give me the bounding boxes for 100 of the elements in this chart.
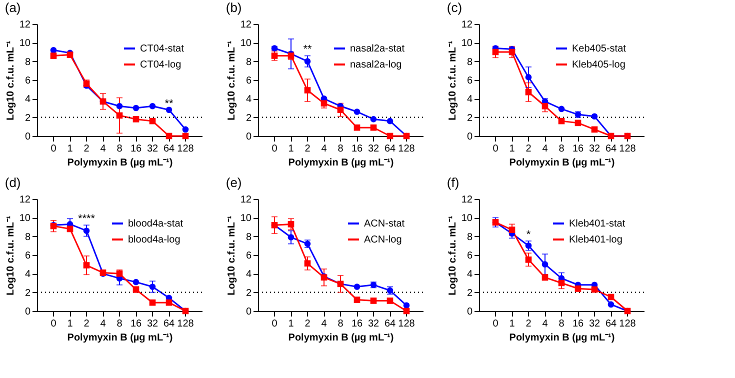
y-tick-label: 4	[24, 94, 31, 106]
y-tick-label: 6	[24, 250, 31, 262]
x-tick-label: 8	[116, 318, 123, 330]
y-tick-label: 10	[240, 213, 252, 224]
x-tick-label: 8	[116, 144, 123, 154]
chart-title: (f)	[446, 175, 460, 190]
y-tick-label: 4	[466, 94, 473, 106]
x-tick-label: 128	[619, 144, 636, 154]
x-tick-label: 128	[398, 318, 416, 330]
x-tick-label: 128	[398, 144, 416, 154]
x-tick-label: 2	[84, 144, 90, 154]
y-tick-label: 0	[246, 132, 252, 142]
x-axis-title: Polymyxin B (µg mL⁻¹)	[509, 332, 615, 344]
y-tick-label: 6	[246, 250, 252, 262]
x-tick-label: 64	[605, 144, 617, 154]
x-tick-label: 32	[368, 318, 380, 330]
x-tick-label: 2	[84, 318, 90, 330]
y-tick-label: 4	[246, 269, 252, 280]
y-tick-label: 4	[24, 269, 31, 280]
y-tick-label: 12	[19, 194, 31, 206]
y-tick-label: 8	[246, 56, 252, 68]
x-tick-label: 2	[304, 318, 311, 330]
chart-title: (c)	[446, 0, 462, 15]
y-tick-label: 10	[240, 38, 252, 50]
x-tick-label: 64	[384, 318, 396, 330]
x-tick-label: 64	[163, 144, 175, 154]
x-tick-label: 4	[100, 318, 106, 330]
x-tick-label: 8	[338, 144, 344, 154]
x-tick-label: 16	[130, 318, 142, 330]
x-tick-label: 64	[384, 144, 396, 154]
y-tick-label: 0	[246, 306, 252, 318]
legend-label: CT04-stat	[140, 44, 184, 54]
chart-title: (a)	[4, 0, 21, 15]
x-tick-label: 4	[542, 318, 548, 330]
x-tick-label: 1	[509, 318, 516, 330]
y-tick-label: 6	[466, 250, 473, 262]
y-tick-label: 10	[461, 38, 473, 50]
y-tick-label: 0	[466, 132, 473, 142]
y-tick-label: 8	[24, 56, 31, 68]
y-axis-title: Log10 c.f.u. mL⁻¹	[447, 40, 458, 120]
x-tick-label: 0	[50, 144, 57, 154]
y-tick-label: 12	[461, 20, 473, 30]
y-tick-label: 2	[246, 288, 252, 299]
legend-label: nasal2a-stat	[350, 44, 405, 54]
legend-label: CT04-log	[140, 60, 182, 70]
legend-label: Kleb405-log	[572, 60, 626, 70]
x-tick-label: 0	[492, 144, 499, 154]
x-tick-label: 4	[321, 318, 328, 330]
x-tick-label: 2	[526, 144, 532, 154]
x-tick-label: 128	[177, 144, 194, 154]
x-tick-label: 8	[558, 144, 565, 154]
x-tick-label: 32	[146, 144, 158, 154]
y-tick-label: 2	[466, 112, 473, 124]
legend-label: Kleb401-log	[569, 234, 622, 246]
x-tick-label: 16	[351, 318, 363, 330]
x-tick-label: 128	[619, 318, 636, 330]
y-tick-label: 0	[24, 132, 31, 142]
y-tick-label: 8	[24, 232, 31, 243]
x-tick-label: 32	[588, 144, 600, 154]
legend-label: nasal2a-log	[350, 60, 402, 70]
y-tick-label: 12	[240, 20, 252, 30]
x-axis-title: Polymyxin B (µg mL⁻¹)	[67, 332, 173, 344]
y-tick-label: 2	[246, 112, 252, 124]
y-tick-label: 8	[246, 232, 252, 243]
annotation: *	[526, 229, 532, 241]
x-tick-label: 32	[146, 318, 158, 330]
chart-title: (e)	[226, 175, 242, 190]
legend-label: blood4a-stat	[128, 218, 184, 230]
annotation: **	[164, 98, 174, 110]
x-tick-label: 16	[351, 144, 363, 154]
y-tick-label: 12	[461, 194, 473, 206]
x-tick-label: 1	[67, 144, 74, 154]
x-tick-label: 0	[492, 318, 499, 330]
x-tick-label: 1	[67, 318, 74, 330]
y-tick-label: 10	[461, 213, 473, 224]
legend-label: ACN-log	[364, 234, 402, 246]
y-tick-label: 2	[24, 112, 31, 124]
y-tick-label: 10	[19, 38, 31, 50]
x-axis-title: Polymyxin B (µg mL⁻¹)	[509, 158, 615, 168]
x-tick-label: 2	[304, 144, 311, 154]
x-tick-label: 1	[288, 318, 294, 330]
y-tick-label: 2	[24, 288, 31, 299]
x-tick-label: 16	[572, 318, 584, 330]
annotation: ****	[78, 213, 96, 226]
annotation: **	[303, 44, 312, 56]
y-tick-label: 6	[246, 76, 252, 86]
x-tick-label: 64	[163, 318, 175, 330]
y-tick-label: 12	[19, 20, 31, 30]
y-tick-label: 8	[466, 56, 473, 68]
y-tick-label: 2	[466, 288, 473, 299]
y-tick-label: 0	[24, 306, 31, 318]
y-axis-title: Log10 c.f.u. mL⁻¹	[226, 214, 238, 296]
y-tick-label: 4	[246, 94, 252, 106]
legend-label: ACN-stat	[364, 218, 405, 230]
x-tick-label: 8	[558, 318, 565, 330]
x-tick-label: 32	[368, 144, 380, 154]
y-tick-label: 8	[466, 232, 473, 243]
legend-label: Kleb401-stat	[569, 218, 626, 230]
x-tick-label: 4	[321, 144, 328, 154]
chart-title: (d)	[4, 175, 21, 190]
